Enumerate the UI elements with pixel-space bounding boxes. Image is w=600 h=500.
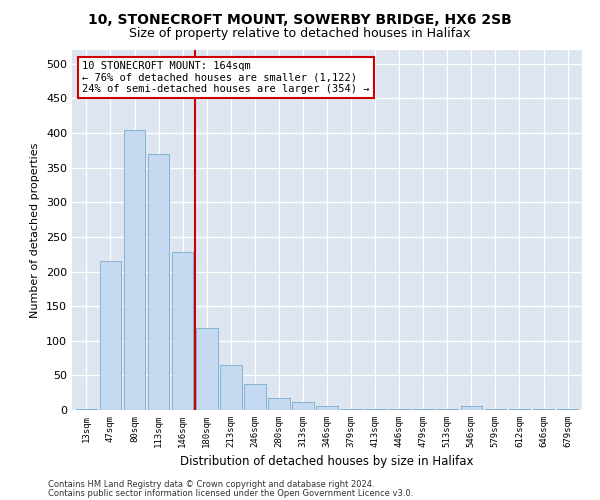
Bar	[172, 252, 193, 410]
Bar	[340, 408, 362, 410]
Bar	[292, 402, 314, 410]
Text: 10 STONECROFT MOUNT: 164sqm
← 76% of detached houses are smaller (1,122)
24% of : 10 STONECROFT MOUNT: 164sqm ← 76% of det…	[82, 61, 370, 94]
Bar	[485, 408, 506, 410]
Bar	[196, 328, 218, 410]
Bar	[220, 365, 242, 410]
Bar	[461, 406, 482, 410]
Text: 10, STONECROFT MOUNT, SOWERBY BRIDGE, HX6 2SB: 10, STONECROFT MOUNT, SOWERBY BRIDGE, HX…	[88, 12, 512, 26]
Bar	[244, 384, 266, 410]
Bar	[100, 261, 121, 410]
X-axis label: Distribution of detached houses by size in Halifax: Distribution of detached houses by size …	[180, 456, 474, 468]
Y-axis label: Number of detached properties: Number of detached properties	[31, 142, 40, 318]
Bar	[268, 398, 290, 410]
Bar	[148, 154, 169, 410]
Bar	[124, 130, 145, 410]
Text: Contains public sector information licensed under the Open Government Licence v3: Contains public sector information licen…	[48, 488, 413, 498]
Text: Contains HM Land Registry data © Crown copyright and database right 2024.: Contains HM Land Registry data © Crown c…	[48, 480, 374, 489]
Bar	[76, 408, 97, 410]
Bar	[316, 406, 338, 410]
Text: Size of property relative to detached houses in Halifax: Size of property relative to detached ho…	[130, 28, 470, 40]
